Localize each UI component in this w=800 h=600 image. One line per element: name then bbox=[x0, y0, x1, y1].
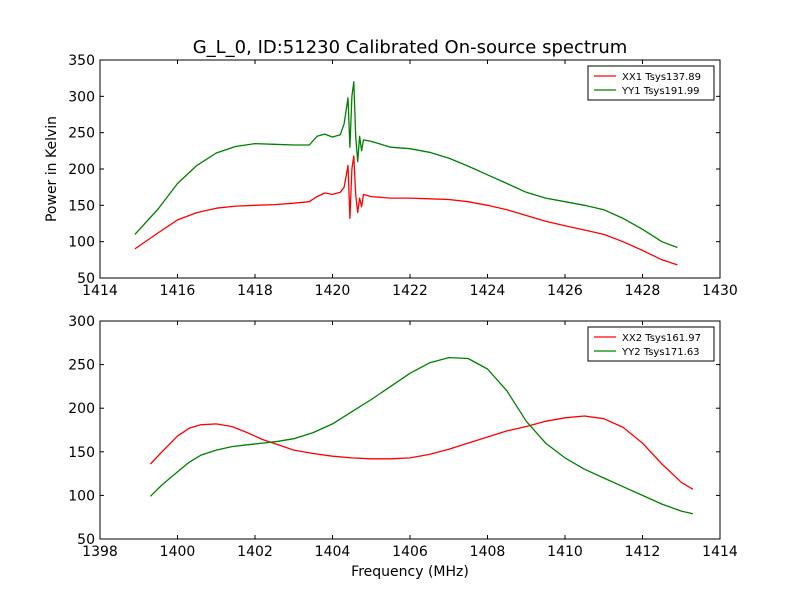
x-tick-label: 1408 bbox=[470, 544, 506, 560]
y-tick-label: 50 bbox=[77, 271, 95, 287]
series-line-2 bbox=[149, 356, 694, 515]
y-tick-label: 100 bbox=[68, 235, 95, 251]
figure-title: G_L_0, ID:51230 Calibrated On-source spe… bbox=[193, 37, 628, 58]
y-tick-label: 300 bbox=[68, 314, 95, 330]
series-line-1 bbox=[149, 415, 694, 490]
x-axis-label: Frequency (MHz) bbox=[351, 564, 469, 580]
legend-label-2: YY2 Tsys171.63 bbox=[621, 347, 700, 358]
series-line-1 bbox=[134, 155, 678, 266]
y-tick-label: 100 bbox=[68, 488, 95, 504]
x-tick-label: 1420 bbox=[315, 283, 351, 299]
x-tick-label: 1414 bbox=[82, 283, 118, 299]
x-tick-label: 1402 bbox=[237, 544, 273, 560]
top-plot: 1414 1416 1418 1420 1422 1424 1426 1428 1430 50 10… bbox=[44, 53, 738, 299]
x-tick-label: 1424 bbox=[470, 283, 506, 299]
x-tick-label: 1404 bbox=[315, 544, 351, 560]
x-tick-label: 1416 bbox=[160, 283, 196, 299]
x-tick-label: 1406 bbox=[392, 544, 428, 560]
x-tick-label: 1400 bbox=[160, 544, 196, 560]
series-line-2 bbox=[134, 81, 678, 249]
y-axis-label: Power in Kelvin bbox=[44, 116, 60, 222]
legend-label-1: XX2 Tsys161.97 bbox=[622, 333, 701, 344]
x-tick-label: 1426 bbox=[547, 283, 583, 299]
y-tick-label: 250 bbox=[68, 126, 95, 142]
x-tick-label: 1418 bbox=[237, 283, 273, 299]
bottom-plot: 1398 1400 1402 1404 1406 1408 1410 1412 1414 50 10… bbox=[68, 314, 738, 580]
y-tick-label: 50 bbox=[77, 532, 95, 548]
x-tick-label: 1428 bbox=[625, 283, 661, 299]
legend-label-2: YY1 Tsys191.99 bbox=[621, 86, 700, 97]
x-tick-label: 1398 bbox=[82, 544, 118, 560]
x-tick-label: 1414 bbox=[702, 544, 738, 560]
y-tick-label: 300 bbox=[68, 89, 95, 105]
y-tick-label: 250 bbox=[68, 358, 95, 374]
x-tick-label: 1422 bbox=[392, 283, 428, 299]
x-tick-label: 1430 bbox=[702, 283, 738, 299]
y-tick-label: 200 bbox=[68, 162, 95, 178]
y-tick-label: 350 bbox=[68, 53, 95, 69]
y-tick-label: 150 bbox=[68, 445, 95, 461]
legend-box bbox=[587, 65, 715, 101]
legend-label-1: XX1 Tsys137.89 bbox=[622, 72, 701, 83]
legend-box bbox=[587, 326, 715, 362]
x-tick-label: 1412 bbox=[625, 544, 661, 560]
x-tick-label: 1410 bbox=[547, 544, 583, 560]
y-tick-label: 150 bbox=[68, 198, 95, 214]
y-tick-label: 200 bbox=[68, 401, 95, 417]
